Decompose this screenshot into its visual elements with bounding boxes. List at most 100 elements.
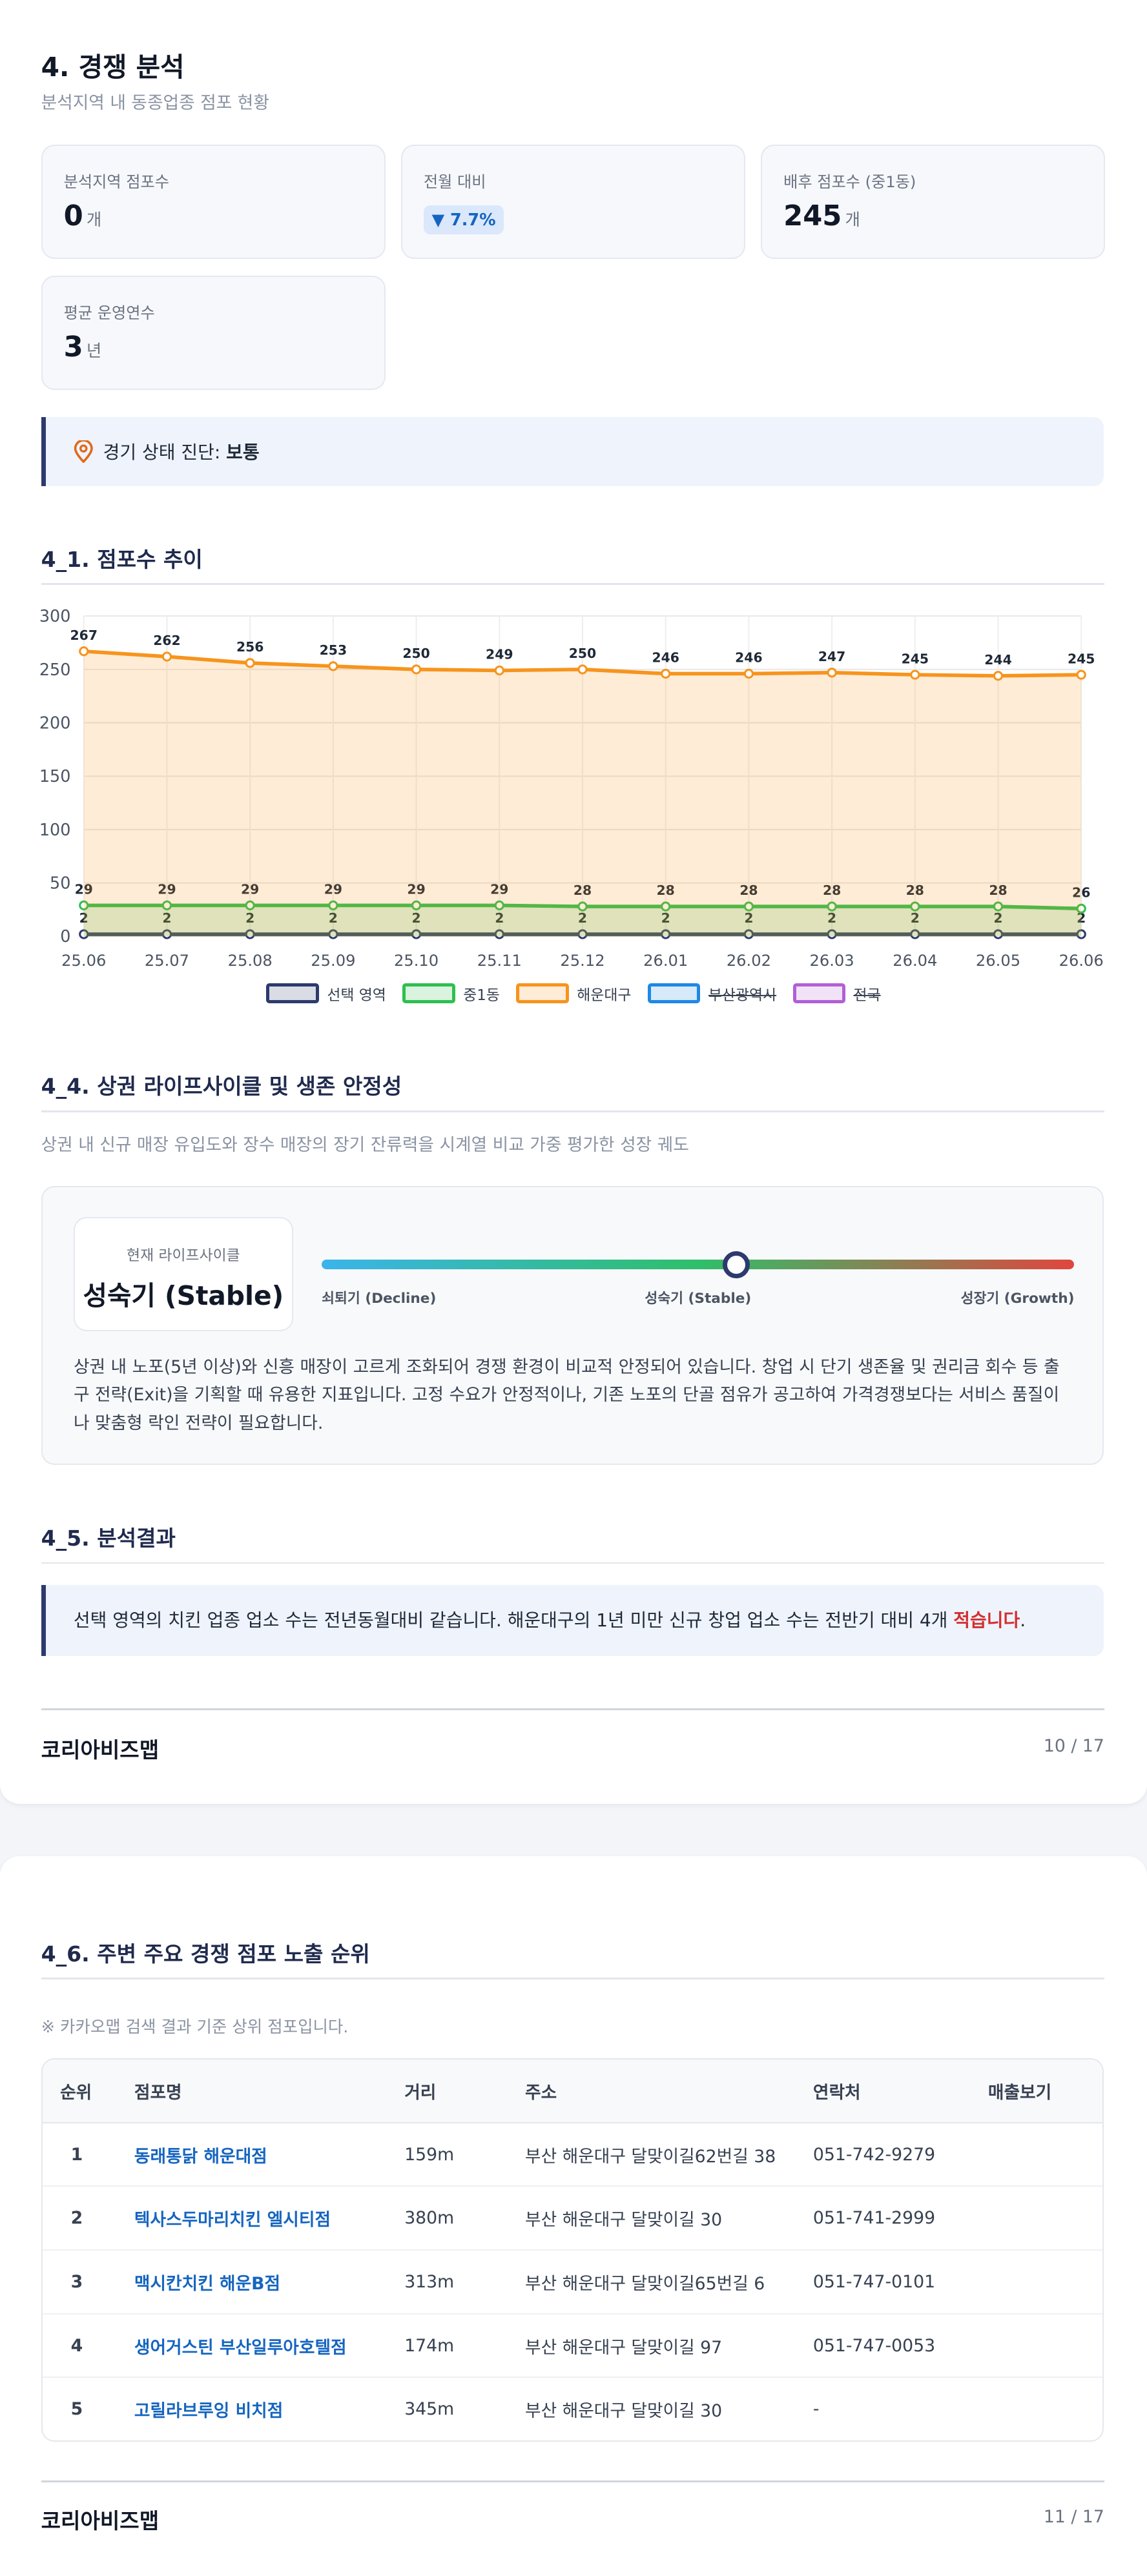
point — [910, 670, 920, 680]
footer-brand: 코리아비즈맵 — [41, 2508, 160, 2533]
table-cell: - — [812, 2399, 820, 2420]
data-label: 249 — [486, 647, 513, 662]
data-label: 250 — [402, 646, 429, 661]
point — [411, 929, 422, 939]
point — [661, 901, 671, 912]
column-header: 거리 — [381, 2060, 502, 2123]
current-stage: 현재 라이프사이클 성숙기 (Stable) — [73, 1216, 293, 1331]
footer-divider — [41, 2480, 1104, 2482]
legend-swatch — [516, 983, 569, 1003]
alert-label: 경기 상태 진단: — [103, 442, 227, 464]
result-highlight: 적습니다 — [953, 1610, 1020, 1631]
x-tick-label: 25.12 — [560, 952, 604, 970]
y-tick-label: 50 — [50, 874, 70, 893]
section-description: 상권 내 신규 매장 유입도와 장수 매장의 장기 잔류력을 시계열 비교 가중… — [41, 1134, 689, 1155]
table-cell: 380m — [381, 2186, 502, 2251]
point — [577, 664, 588, 675]
point — [1076, 903, 1086, 914]
divider — [41, 1978, 1104, 1979]
point — [743, 668, 754, 679]
x-tick-label: 25.10 — [394, 952, 439, 970]
point — [245, 658, 255, 668]
point — [827, 668, 837, 678]
y-tick-label: 0 — [60, 926, 70, 946]
alert-value: 보통 — [226, 442, 260, 464]
lifecycle-bar — [322, 1260, 1075, 1270]
data-label: 2 — [1077, 910, 1086, 926]
table-cell: 051-742-9279 — [790, 2122, 966, 2187]
table: 순위 점포명 거리 주소 연락처 매출보기 1 동래통닭 해운대점 159m 부산 해운대구 달맞… — [42, 2060, 1102, 2440]
stat-value: 245 개 — [783, 200, 860, 232]
data-label: 28 — [906, 883, 924, 898]
table-cell: 051-747-0053 — [790, 2313, 966, 2378]
table-cell — [965, 2313, 1102, 2378]
table-row: 3 맥시칸치킨 해운B점 313m 부산 해운대구 달맞이길65번길 6 051-747… — [42, 2250, 1102, 2315]
table-cell: 051-747-0101 — [790, 2250, 966, 2315]
ranking-table: 순위 점포명 거리 주소 연락처 매출보기 1 동래통닭 해운대점 159m 부산 해운대구 달맞… — [41, 2058, 1104, 2442]
data-label: 245 — [1068, 651, 1095, 666]
legend-swatch — [266, 983, 319, 1003]
x-tick-label: 25.09 — [311, 952, 355, 970]
lifecycle-box: 현재 라이프사이클 성숙기 (Stable) 쇠퇴기 (Decline) 성숙기… — [41, 1186, 1104, 1465]
point — [328, 661, 338, 671]
value: 245 — [783, 199, 842, 232]
table-cell: 1 — [42, 2122, 112, 2187]
alert-text: 경기 상태 진단: 보통 — [103, 438, 260, 464]
legend-swatch — [647, 983, 701, 1003]
legend-item: 해운대구 — [516, 983, 631, 1005]
table-cell: 부산 해운대구 달맞이길 30 — [502, 2186, 790, 2251]
data-label: 245 — [902, 651, 929, 666]
column-header: 순위 — [42, 2060, 112, 2123]
table-row: 4 생어거스틴 부산일루아호텔점 174m 부산 해운대구 달맞이길 97 051-74… — [42, 2313, 1102, 2378]
stat-label: 배후 점포수 (중1동) — [783, 172, 916, 191]
data-label: 29 — [490, 882, 508, 897]
data-label: 246 — [735, 650, 762, 666]
y-tick-label: 100 — [39, 820, 71, 839]
stage-label: 성장기 (Growth) — [960, 1291, 1075, 1307]
note: ※ 카카오맵 검색 결과 기준 상위 점포입니다. — [41, 2017, 349, 2037]
data-label: 2 — [412, 910, 421, 926]
unit: 개 — [845, 209, 860, 229]
legend-swatch — [402, 983, 455, 1003]
data-label: 28 — [823, 883, 841, 898]
store-name: 생어거스틴 부산일루아호텔점 — [111, 2313, 382, 2378]
data-label: 250 — [569, 646, 596, 661]
table-cell: 부산 해운대구 달맞이길62번길 38 — [502, 2122, 790, 2187]
table-cell: 2 — [42, 2186, 112, 2251]
point — [79, 900, 89, 910]
section-title: 4_5. 분석결과 — [41, 1526, 176, 1551]
point — [245, 900, 255, 910]
stage-label: 성숙기 (Stable) — [645, 1291, 752, 1307]
y-tick-label: 250 — [39, 660, 71, 679]
data-label: 28 — [657, 883, 675, 898]
x-tick-label: 25.06 — [61, 952, 106, 970]
point — [993, 671, 1004, 681]
data-label: 29 — [75, 882, 93, 897]
x-tick-label: 26.03 — [810, 952, 854, 970]
table-cell: 부산 해운대구 달맞이길65번길 6 — [502, 2250, 790, 2315]
legend-item: 중1동 — [402, 983, 500, 1005]
data-label: 29 — [158, 882, 176, 897]
legend-item: 선택 영역 — [266, 983, 386, 1005]
data-label: 2 — [661, 910, 670, 926]
table-cell: 051-741-2999 — [790, 2186, 966, 2251]
table-row: 1 동래통닭 해운대점 159m 부산 해운대구 달맞이길62번길 38 051-742… — [42, 2122, 1102, 2187]
page-number: 11 / 17 — [1043, 2506, 1104, 2527]
lifecycle-text: 상권 내 노포(5년 이상)와 신흥 매장이 고르게 조화되어 경쟁 환경이 비… — [73, 1357, 1060, 1433]
data-label: 2 — [993, 910, 1002, 926]
data-label: 247 — [818, 649, 845, 664]
column-header: 점포명 — [111, 2060, 382, 2123]
legend-label: 부산광역시 — [708, 986, 777, 1004]
table-cell — [965, 2122, 1102, 2187]
column-header: 연락처 — [790, 2060, 966, 2123]
point — [743, 901, 754, 912]
point — [494, 665, 504, 676]
point — [161, 651, 172, 662]
point — [494, 929, 504, 939]
data-label: 29 — [324, 882, 342, 897]
footer-brand: 코리아비즈맵 — [41, 1737, 160, 1763]
stat-card: 전월 대비 ▼ 7.7% — [400, 144, 746, 259]
